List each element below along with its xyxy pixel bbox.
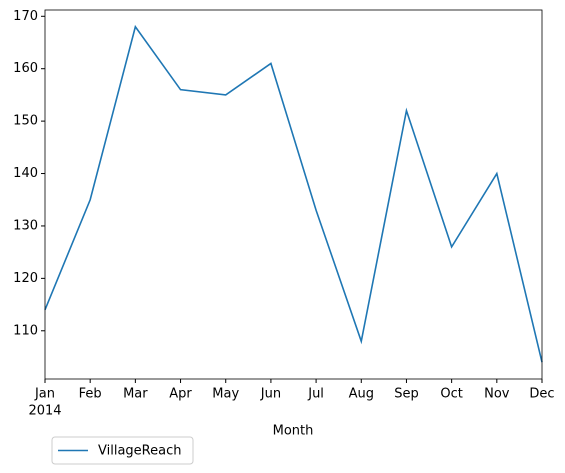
legend-label: VillageReach bbox=[98, 444, 181, 459]
plot-frame bbox=[44, 9, 543, 380]
legend-box bbox=[51, 436, 194, 465]
data-line bbox=[44, 24, 543, 363]
y-tick-label: 110 bbox=[13, 323, 38, 338]
x-tick-label: Jan bbox=[34, 387, 55, 402]
x-tick-label: Mar bbox=[123, 387, 148, 402]
x-tick-label: Aug bbox=[349, 387, 374, 402]
x-year-label: 2014 bbox=[28, 404, 61, 419]
x-tick-label: Nov bbox=[484, 387, 510, 402]
y-tick-label: 120 bbox=[13, 271, 38, 286]
x-tick-label: Jul bbox=[307, 387, 324, 402]
x-tick-label: Oct bbox=[440, 387, 462, 402]
y-tick-label: 170 bbox=[13, 9, 38, 24]
y-tick-label: 130 bbox=[13, 218, 38, 233]
x-tick-label: Feb bbox=[79, 387, 102, 402]
x-tick-label: Apr bbox=[169, 387, 192, 402]
y-tick-label: 160 bbox=[13, 61, 38, 76]
y-tick-label: 140 bbox=[13, 166, 38, 181]
x-tick-label: May bbox=[212, 387, 239, 402]
y-tick-label: 150 bbox=[13, 114, 38, 129]
x-tick-label: Dec bbox=[529, 387, 554, 402]
x-tick-label: Jun bbox=[260, 387, 281, 402]
x-tick-label: Sep bbox=[394, 387, 419, 402]
x-axis-label: Month bbox=[273, 424, 314, 439]
